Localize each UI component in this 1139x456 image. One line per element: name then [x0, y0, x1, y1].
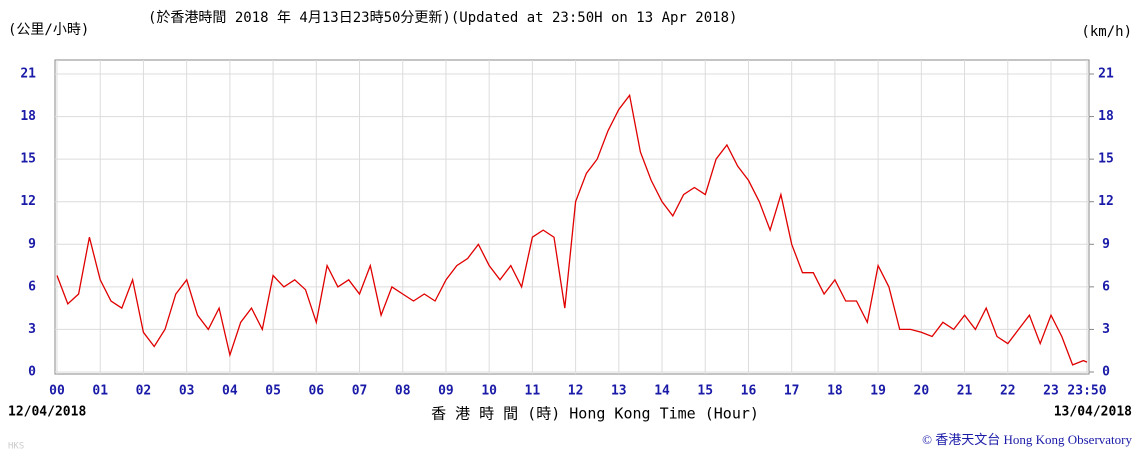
x-tick-label: 09	[438, 384, 454, 399]
x-tick-label: 22	[1000, 384, 1016, 399]
y-tick-label: 0	[28, 365, 36, 380]
plot-frame	[54, 59, 1090, 375]
y-axis-label: (公里/小時)	[8, 22, 89, 38]
chart-title: (於香港時間 2018 年 4月13日23時50分更新)(Updated at …	[148, 10, 737, 26]
x-tick-label: 10	[481, 384, 497, 399]
y2-tick-label: 15	[1098, 152, 1114, 167]
x-tick-label: 13	[611, 384, 627, 399]
x-tick-label: 23	[1043, 384, 1059, 399]
credit: © 香港天文台 Hong Kong Observatory	[922, 432, 1132, 447]
y2-tick-label: 9	[1102, 237, 1110, 252]
y2-tick-label: 18	[1098, 109, 1114, 124]
x-tick-label: 14	[654, 384, 670, 399]
x-axis-label: 香 港 時 間 (時) Hong Kong Time (Hour)	[431, 405, 759, 423]
x-tick-label: 02	[136, 384, 152, 399]
y2-tick-label: 12	[1098, 194, 1114, 209]
x-tick-label: 03	[179, 384, 195, 399]
y2-tick-label: 21	[1098, 67, 1114, 82]
y-tick-label: 3	[28, 322, 36, 337]
wind-line	[56, 93, 1088, 366]
x-tick-label: 16	[741, 384, 757, 399]
x-tick-label: 07	[352, 384, 368, 399]
x-tick-label: 00	[49, 384, 65, 399]
x-tick-label: 01	[92, 384, 108, 399]
x-tick-label: 05	[265, 384, 281, 399]
y2-tick-label: 0	[1102, 365, 1110, 380]
x-tick-label: 18	[827, 384, 843, 399]
y-tick-label: 6	[28, 279, 36, 294]
y2-tick-label: 3	[1102, 322, 1110, 337]
watermark: HKS	[8, 442, 24, 452]
y-tick-label: 15	[20, 152, 36, 167]
x-tick-label: 20	[914, 384, 930, 399]
y-tick-label: 18	[20, 109, 36, 124]
y-tick-label: 9	[28, 237, 36, 252]
y-tick-label: 12	[20, 194, 36, 209]
x-tick-label: 15	[697, 384, 713, 399]
y2-axis-label: (km/h)	[1081, 24, 1132, 40]
x-tick-label: 19	[870, 384, 886, 399]
x-tick-label: 17	[784, 384, 800, 399]
x-tick-label: 21	[957, 384, 973, 399]
x-tick-label: 23:50	[1067, 384, 1106, 399]
x-tick-label: 12	[568, 384, 584, 399]
start-date: 12/04/2018	[8, 405, 86, 420]
end-date: 13/04/2018	[1054, 405, 1132, 420]
x-tick-label: 11	[525, 384, 541, 399]
y2-tick-label: 6	[1102, 279, 1110, 294]
y-tick-label: 21	[20, 67, 36, 82]
x-tick-label: 06	[308, 384, 324, 399]
x-tick-label: 08	[395, 384, 411, 399]
x-tick-label: 04	[222, 384, 238, 399]
